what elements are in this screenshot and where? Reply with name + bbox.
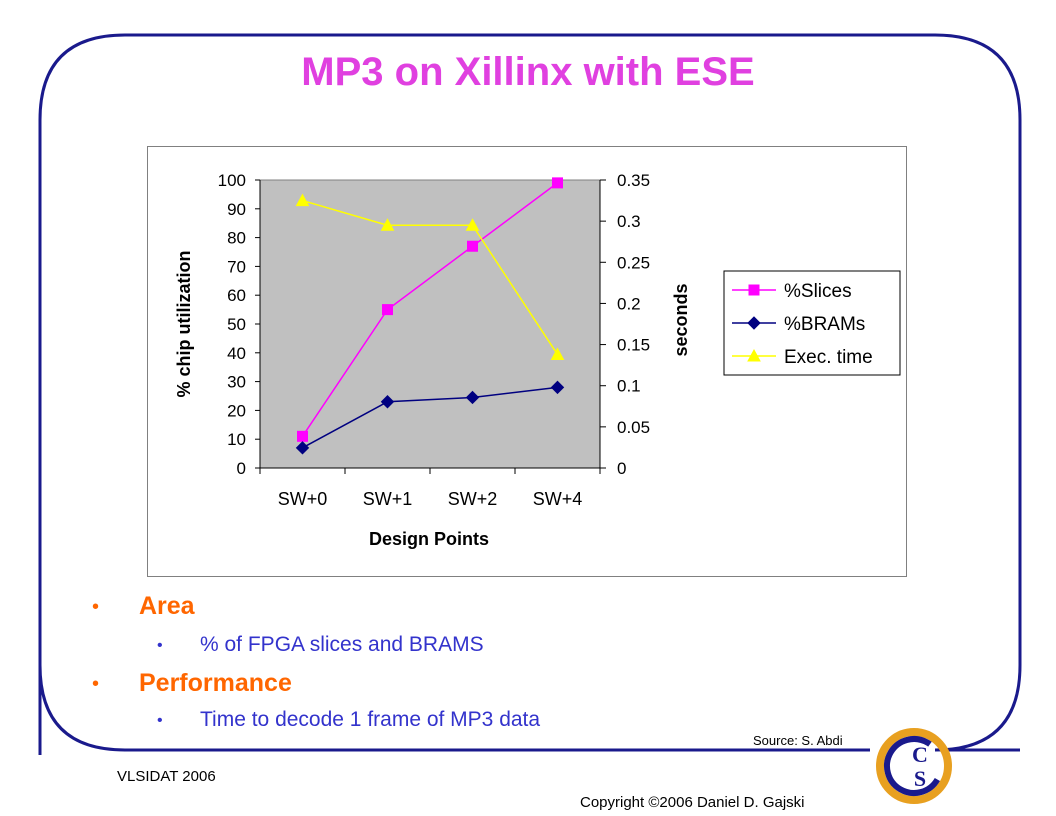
sub-bullet-dot: • — [157, 637, 163, 654]
chart-container: 0 10 20 30 40 50 60 70 80 90 100 0 0.05 0.1 0.15 0.2 0.2… — [147, 146, 907, 577]
data-point-0-3 — [552, 177, 563, 189]
bullet-performance: Performance — [139, 669, 292, 697]
left-tick-label: 80 — [227, 229, 246, 248]
data-point-0-2 — [467, 240, 478, 252]
data-point-0-1 — [382, 304, 393, 316]
footer-right: Copyright ©2006 Daniel D. Gajski — [580, 794, 805, 811]
legend-marker-2 — [747, 348, 761, 362]
left-tick-label: 70 — [227, 257, 246, 276]
right-tick-label: 0.3 — [617, 212, 641, 231]
y-axis-title: % chip utilization — [174, 251, 194, 398]
data-point-1-3 — [550, 380, 565, 395]
right-tick-label: 0 — [617, 459, 626, 478]
legend-marker-1 — [747, 316, 761, 330]
legend-label-1: %BRAMs — [784, 314, 865, 335]
cecs-logo: C S — [876, 728, 952, 804]
series-line-2 — [302, 199, 559, 355]
right-tick-label: 0.1 — [617, 377, 641, 396]
slide-title: MP3 on Xillinx with ESE — [301, 50, 755, 94]
logo-outer-ring — [876, 728, 952, 804]
legend-marker-0 — [748, 284, 760, 296]
data-point-0-0 — [297, 430, 308, 442]
series-line-1 — [302, 386, 558, 449]
bullet-area: Area — [139, 592, 195, 620]
series-line-0 — [301, 182, 558, 437]
left-tick-label: 50 — [227, 315, 246, 334]
chart-svg: 0 10 20 30 40 50 60 70 80 90 100 0 0.05 0.1 0.15 0.2 0.2… — [174, 171, 901, 549]
x-tick-label: SW+1 — [363, 489, 413, 509]
data-point-2-2 — [465, 218, 480, 231]
left-tick-label: 60 — [227, 286, 246, 305]
left-tick-label: 30 — [227, 373, 246, 392]
source-note: Source: S. Abdi — [753, 733, 843, 748]
right-tick-label: 0.2 — [617, 294, 641, 313]
data-point-1-1 — [380, 395, 395, 409]
sub-bullet-dot: • — [157, 712, 163, 729]
logo-letter-c: C — [912, 742, 928, 767]
sub-bullet-area: % of FPGA slices and BRAMS — [200, 633, 484, 656]
footer-left: VLSIDAT 2006 — [117, 768, 216, 785]
left-tick-label: 40 — [227, 344, 246, 363]
x-tick-label: SW+2 — [448, 489, 498, 509]
x-axis-title: Design Points — [369, 529, 489, 549]
right-tick-label: 0.25 — [617, 253, 650, 272]
legend-label-0: %Slices — [784, 281, 852, 302]
data-point-2-1 — [380, 218, 395, 231]
sub-bullet-performance: Time to decode 1 frame of MP3 data — [200, 708, 541, 731]
x-tick-label: SW+4 — [533, 489, 583, 509]
x-tick-label: SW+0 — [278, 489, 328, 509]
y2-axis-title: seconds — [671, 283, 691, 356]
frame-bottom-left — [38, 120, 870, 752]
data-point-1-0 — [295, 441, 310, 455]
left-tick-label: 90 — [227, 200, 246, 219]
data-point-1-2 — [465, 390, 480, 405]
bullet-dot: • — [92, 596, 100, 618]
right-tick-label: 0.05 — [617, 418, 650, 437]
frame-outline — [38, 33, 1022, 755]
plot-area — [259, 179, 601, 469]
left-tick-label: 10 — [227, 430, 246, 449]
right-tick-label: 0.15 — [617, 336, 650, 355]
data-point-2-0 — [295, 193, 310, 207]
bullet-dot: • — [92, 673, 100, 695]
data-point-2-3 — [550, 347, 565, 360]
left-tick-label: 100 — [218, 171, 246, 190]
left-tick-label: 0 — [237, 459, 246, 478]
left-tick-label: 20 — [227, 401, 246, 420]
right-tick-label: 0.35 — [617, 171, 650, 190]
legend-label-2: Exec. time — [784, 347, 873, 368]
logo-letter-s: S — [914, 766, 926, 791]
